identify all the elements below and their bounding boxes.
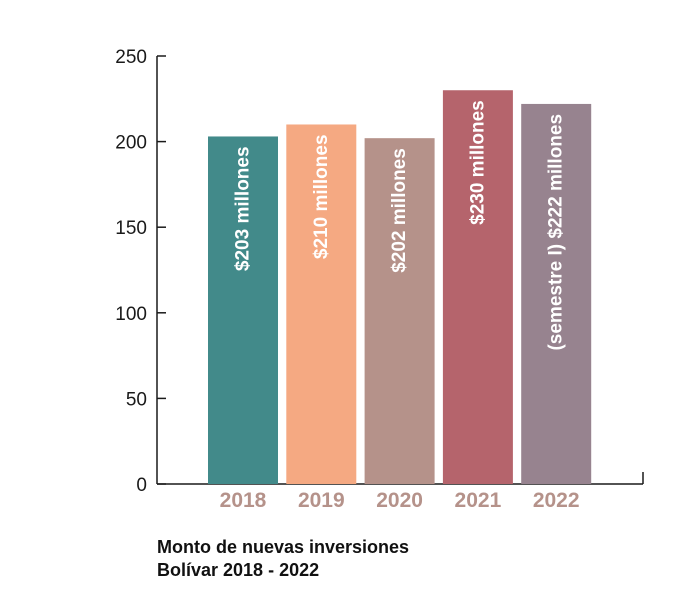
y-axis: 0 50 100 150 200 250	[115, 47, 166, 496]
category-label-2022: 2022	[533, 489, 580, 512]
caption-line-1: Monto de nuevas inversiones	[157, 537, 410, 557]
bar-label-2020: $202 millones	[389, 148, 410, 273]
category-label-2019: 2019	[298, 489, 345, 512]
y-tick-label: 0	[136, 475, 147, 496]
bar-2019	[286, 124, 357, 484]
category-label-2018: 2018	[220, 489, 267, 512]
bar-2021	[442, 90, 513, 485]
caption-line-2: Bolívar 2018 - 2022	[157, 560, 320, 580]
bar-2020	[364, 138, 435, 484]
bar-label-2021: $230 millones	[467, 100, 488, 225]
y-tick-label: 200	[115, 133, 147, 154]
category-labels: 2018 2019 2020 2021 2022	[220, 489, 580, 512]
bar-label-2018: $203 millones	[233, 146, 254, 271]
y-tick-label: 150	[115, 218, 147, 239]
bars	[208, 90, 592, 485]
bar-chart: 0 50 100 150 200 250 $203 millones $210 millon…	[115, 47, 644, 512]
bar-2022	[521, 103, 592, 484]
category-label-2021: 2021	[455, 489, 502, 512]
y-tick-label: 50	[126, 389, 147, 410]
bar-labels: $203 millones $210 millones $202 millones $…	[233, 100, 567, 350]
bar-2018	[208, 136, 278, 485]
y-tick-label: 100	[115, 304, 147, 325]
chart-caption: Monto de nuevas inversiones Bolívar 2018…	[157, 536, 409, 582]
category-label-2020: 2020	[376, 489, 423, 512]
bar-label-2019: $210 millones	[311, 134, 332, 259]
y-tick-label: 250	[115, 47, 147, 68]
bar-label-2022: (semestre I) $222 millones	[546, 114, 567, 351]
